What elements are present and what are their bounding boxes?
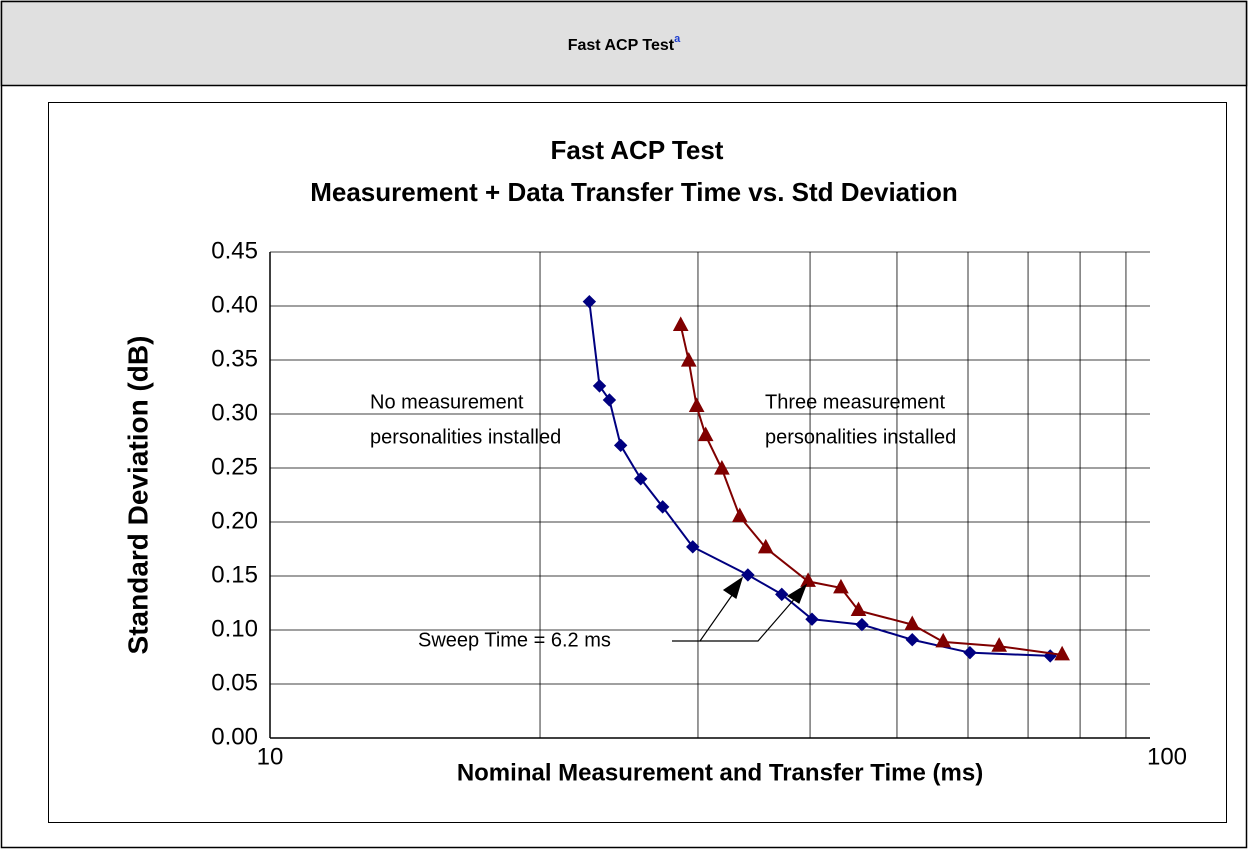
y-tick-label: 0.40 (211, 291, 258, 318)
chart-title: Fast ACP Test (551, 135, 724, 165)
data-point (686, 540, 700, 554)
data-point (963, 645, 977, 660)
data-point (672, 316, 689, 331)
y-tick-label: 0.25 (211, 453, 258, 480)
annotation: Sweep Time = 6.2 ms (418, 629, 611, 651)
data-point (602, 393, 617, 407)
footnote-marker[interactable]: a (674, 33, 681, 45)
plot-area: 0.00 0.05 0.10 0.15 0.20 0.25 0.30 0.35 0.40 0.45… (211, 237, 1187, 770)
x-tick-label: 10 (257, 743, 284, 770)
y-tick-label: 0.35 (211, 345, 258, 372)
data-point (904, 615, 921, 631)
data-point (800, 572, 816, 587)
header-row (0, 0, 1248, 87)
y-tick-label: 0.20 (211, 507, 258, 534)
series-line (588, 301, 1051, 657)
sweep-arrows (672, 576, 808, 642)
data-point (833, 578, 849, 594)
data-point (1054, 645, 1070, 661)
arrowhead (722, 576, 744, 599)
data-point (680, 352, 697, 367)
annotation: personalities installed (370, 426, 561, 448)
data-point (775, 587, 789, 602)
y-tick-label: 0.15 (211, 561, 258, 588)
arrow-line (700, 595, 798, 642)
data-point (592, 379, 607, 393)
data-point (757, 538, 774, 554)
header-title: Fast ACP Testa (568, 33, 681, 54)
x-axis-label: Nominal Measurement and Transfer Time (m… (457, 759, 983, 786)
data-point (805, 612, 819, 626)
data-point (991, 637, 1008, 652)
data-point (582, 294, 597, 309)
data-point (855, 617, 869, 632)
data-point (634, 472, 648, 486)
y-tick-label: 0.45 (211, 237, 258, 264)
data-point (714, 460, 730, 475)
x-tick-label: 100 (1147, 743, 1187, 770)
arrowhead (786, 583, 808, 604)
chart-frame (48, 102, 1227, 823)
data-point (697, 426, 714, 442)
data-point (655, 500, 670, 514)
data-point (935, 632, 952, 648)
y-tick-label: 0.10 (211, 615, 258, 642)
data-point (741, 568, 755, 582)
chart-subtitle: Measurement + Data Transfer Time vs. Std… (310, 177, 958, 207)
data-point (688, 397, 705, 412)
data-point (850, 601, 867, 617)
annotation: No measurement (370, 391, 524, 413)
y-tick-label: 0.05 (211, 669, 258, 696)
annotation: Three measurement (765, 391, 946, 413)
data-point (613, 438, 628, 453)
y-axis-label: Standard Deviation (dB) (122, 336, 153, 655)
y-tick-label: 0.30 (211, 399, 258, 426)
annotation: personalities installed (765, 426, 956, 448)
data-point (905, 633, 919, 647)
header-title-text: Fast ACP Test (568, 37, 675, 54)
y-tick-label: 0.00 (211, 723, 258, 750)
data-point (731, 507, 748, 523)
